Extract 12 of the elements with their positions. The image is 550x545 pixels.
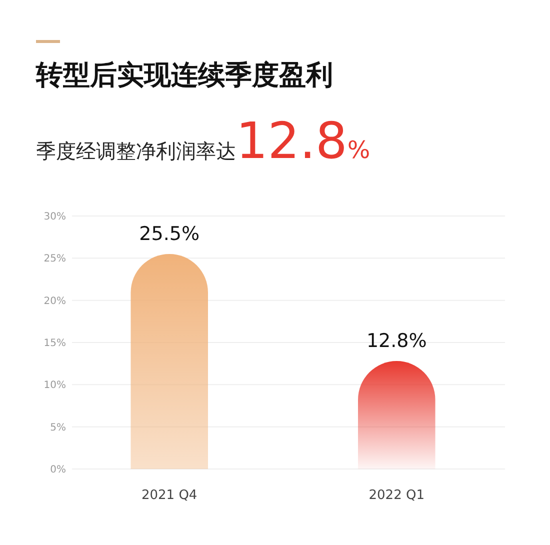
chart-title: 转型后实现连续季度盈利 (35, 60, 333, 91)
y-tick-label: 30% (44, 212, 66, 222)
x-tick-label: 2021 Q4 (141, 488, 198, 503)
data-label: 25.5% (139, 222, 200, 245)
y-tick-label: 0% (50, 464, 66, 476)
data-label: 12.8% (366, 330, 427, 352)
y-tick-label: 5% (50, 422, 66, 434)
x-tick-label: 2022 Q1 (368, 488, 425, 503)
y-tick-label: 20% (44, 296, 66, 307)
y-tick-label: 25% (44, 254, 66, 265)
y-tick-label: 10% (44, 380, 66, 392)
y-tick-label: 15% (44, 338, 66, 349)
